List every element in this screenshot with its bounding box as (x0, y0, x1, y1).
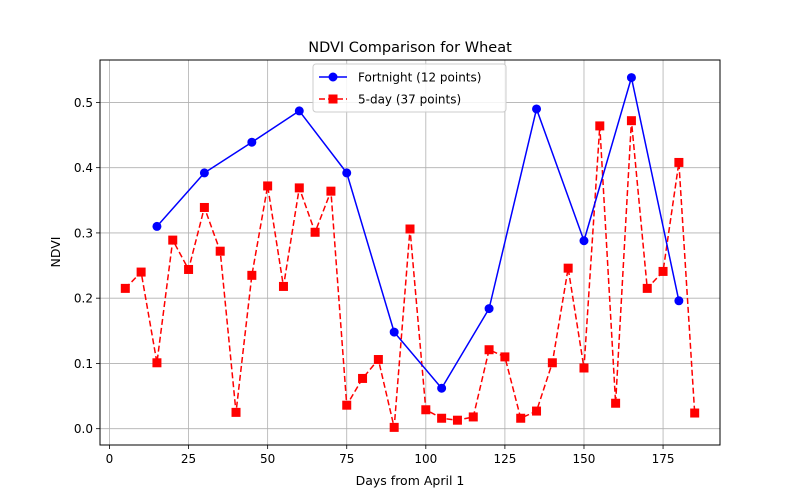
data-point (674, 296, 684, 306)
data-point (310, 227, 320, 237)
data-point (389, 327, 399, 337)
data-point (532, 406, 542, 416)
data-point (326, 186, 336, 196)
x-tick-label: 150 (573, 452, 596, 466)
data-point (152, 221, 162, 231)
data-point (595, 121, 605, 131)
x-tick-label: 100 (414, 452, 437, 466)
data-point (516, 413, 526, 423)
y-axis-label: NDVI (48, 237, 63, 268)
data-point (199, 168, 209, 178)
data-point (690, 408, 700, 418)
y-tick-label: 0.1 (74, 357, 93, 371)
data-point (500, 352, 510, 362)
y-tick-label: 0.2 (74, 292, 93, 306)
y-tick-label: 0.4 (74, 161, 93, 175)
data-point (468, 412, 478, 422)
data-point (247, 137, 257, 147)
data-point (626, 73, 636, 83)
x-tick-label: 50 (260, 452, 275, 466)
data-point (184, 264, 194, 274)
data-point (421, 405, 431, 415)
data-point (437, 413, 447, 423)
data-point (674, 157, 684, 167)
y-tick-label: 0.5 (74, 96, 93, 110)
axes: 0 25 50 75 100 125 150 175 0.0 0.1 0.2 0.3 0.4 0.5 (74, 96, 675, 466)
series-5-day (120, 116, 700, 432)
legend-entry: Fortnight (12 points) (319, 71, 481, 85)
data-point (358, 373, 368, 383)
series-fortnight (152, 73, 684, 393)
x-tick-label: 0 (106, 452, 114, 466)
data-point (484, 304, 494, 314)
data-point (532, 104, 542, 114)
x-tick-label: 25 (181, 452, 196, 466)
x-axis-label: Days from April 1 (356, 473, 465, 488)
data-point (563, 263, 573, 273)
data-point (120, 283, 130, 293)
legend-label: Fortnight (12 points) (358, 71, 481, 85)
data-point (437, 383, 447, 393)
series-line (156, 76, 680, 389)
data-point (278, 281, 288, 291)
legend-box (312, 63, 507, 113)
x-tick-label: 75 (339, 452, 354, 466)
data-point (626, 116, 636, 126)
series-layer (120, 73, 700, 432)
data-point (168, 235, 178, 245)
data-point (373, 355, 383, 365)
legend: Fortnight (12 points) 5-day (37 points) (312, 63, 507, 113)
data-point (547, 358, 557, 368)
data-point (611, 398, 621, 408)
data-point (231, 407, 241, 417)
y-tick-label: 0.0 (74, 422, 93, 436)
data-point (328, 72, 338, 82)
data-point (579, 236, 589, 246)
data-point (294, 106, 304, 116)
legend-entry: 5-day (37 points) (319, 93, 461, 107)
data-point (642, 283, 652, 293)
data-point (389, 422, 399, 432)
x-tick-label: 175 (652, 452, 675, 466)
data-point (658, 266, 668, 276)
x-tick-label: 125 (493, 452, 516, 466)
data-point (152, 358, 162, 368)
data-point (342, 168, 352, 178)
data-point (579, 363, 589, 373)
data-point (328, 94, 338, 104)
data-point (136, 267, 146, 277)
data-point (405, 224, 415, 234)
data-point (452, 415, 462, 425)
data-point (294, 183, 304, 193)
data-point (342, 400, 352, 410)
data-point (199, 202, 209, 212)
legend-label: 5-day (37 points) (358, 93, 461, 107)
data-point (484, 345, 494, 355)
data-point (263, 181, 273, 191)
chart-title: NDVI Comparison for Wheat (308, 40, 512, 56)
y-tick-label: 0.3 (74, 226, 93, 240)
data-point (247, 270, 257, 280)
data-point (215, 246, 225, 256)
plot-frame (99, 59, 721, 446)
